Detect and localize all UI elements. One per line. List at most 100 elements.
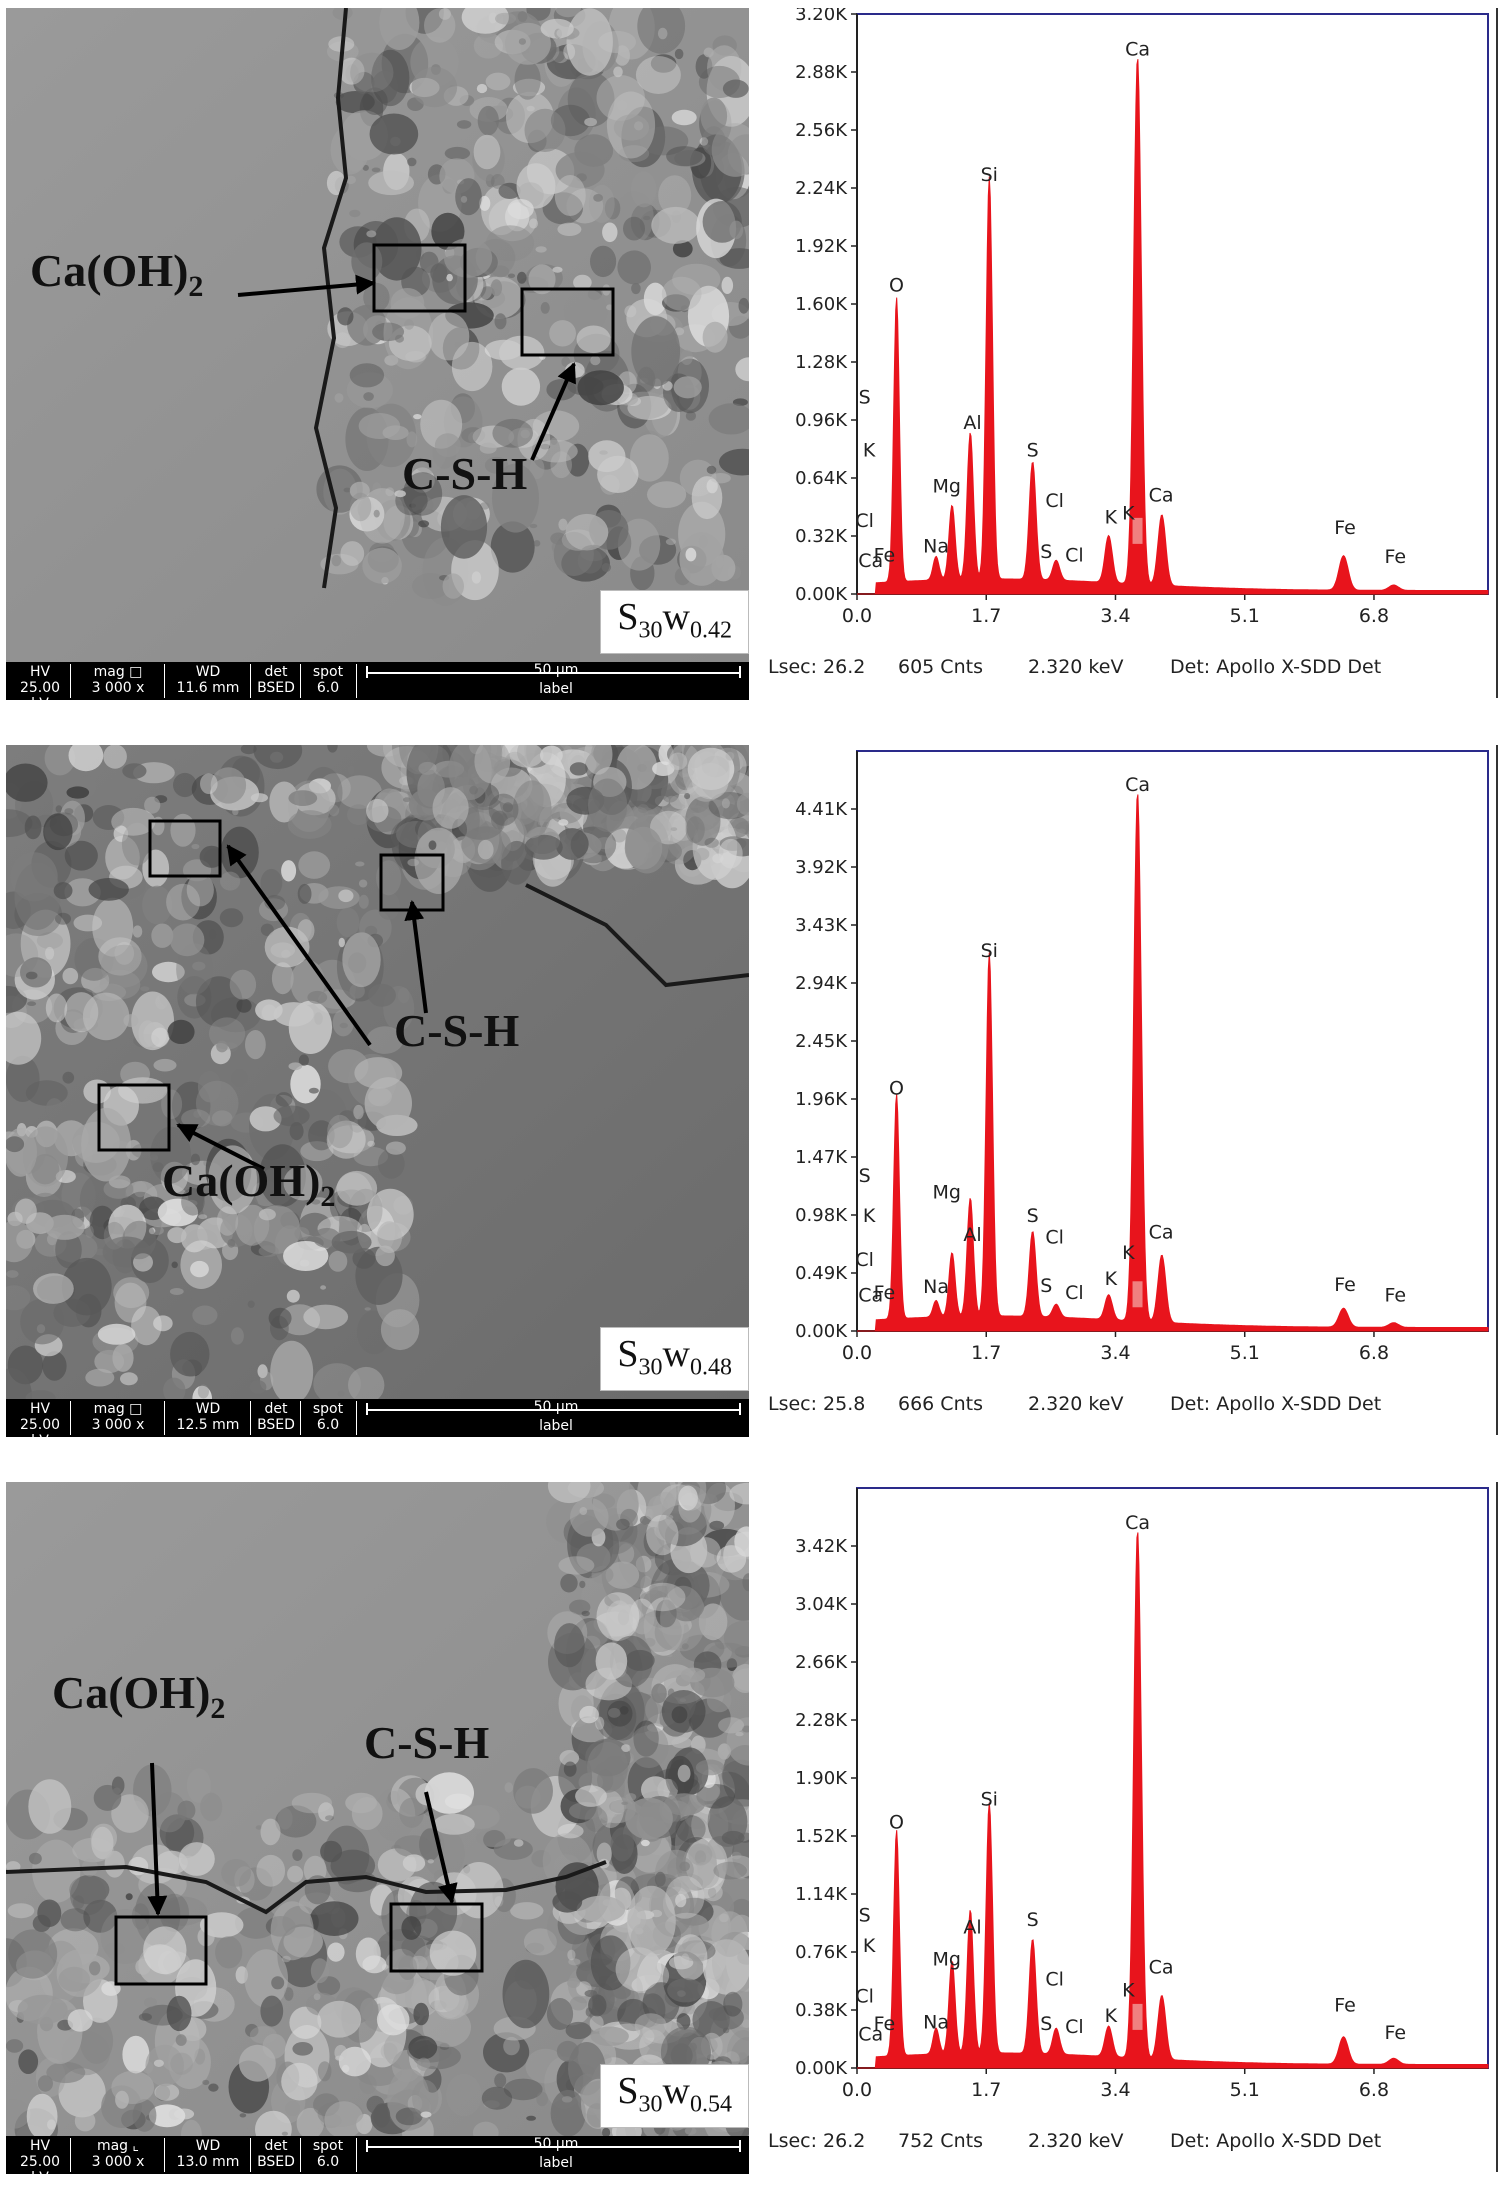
databar-separator — [356, 664, 357, 698]
databar-mag-label: mag □ — [93, 664, 143, 680]
databar-wd: WD 12.5 mm — [168, 1401, 248, 1433]
footer-kev: 2.320 keV — [1028, 656, 1124, 678]
peak-label: S — [859, 1165, 871, 1187]
region-box — [97, 1083, 171, 1152]
y-tick-label: 2.88K — [795, 62, 848, 83]
y-tick-label: 0.00K — [795, 584, 848, 605]
peak-point — [1108, 2036, 1110, 2038]
peak-label: K — [1105, 506, 1118, 528]
x-tick-label: 1.7 — [971, 1342, 1001, 1364]
eds-spectrum: 0.00K 0.38K 0.76K 1.14K 1.52K 1.90K 2.28K 2.66K… — [762, 1482, 1500, 2174]
databar-wd: WD 13.0 mm — [168, 2138, 248, 2170]
scale-bar — [366, 1409, 741, 1411]
databar-separator — [164, 664, 165, 698]
peak-label: K — [863, 1935, 876, 1957]
peak-label: Fe — [1334, 517, 1356, 539]
peak-point — [1055, 1317, 1057, 1319]
phase-annotation: Ca(OH)2 — [162, 1154, 335, 1214]
databar-wd-value: 13.0 mm — [176, 2154, 240, 2170]
databar-spot: spot 6.0 — [302, 1401, 354, 1433]
peak-point — [951, 1974, 953, 1976]
phase-annotation: Ca(OH)2 — [30, 244, 203, 304]
sem-databar: HV 25.00 kV mag ⌞ 3 000 x WD 13.0 mm det BSED sp… — [6, 2136, 749, 2186]
footer-cnts: 605 Cnts — [898, 656, 983, 678]
y-tick-label: 0.38K — [795, 2000, 848, 2021]
arrow — [147, 1762, 168, 1916]
region-box — [114, 1915, 208, 1986]
footer-det: Det: Apollo X-SDD Det — [1170, 1393, 1382, 1415]
arrow — [404, 900, 428, 1014]
peak-label: Si — [981, 1788, 998, 1810]
peak-point — [935, 1313, 937, 1315]
databar-separator — [164, 2138, 165, 2172]
peak-label: Ca — [1125, 39, 1150, 61]
y-tick-label: 0.98K — [795, 1205, 848, 1226]
databar-hv-label: HV — [29, 1401, 51, 1417]
footer-lsec: Lsec: 25.8 — [768, 1393, 866, 1415]
peak-point — [1108, 546, 1110, 548]
y-tick-label: 1.92K — [795, 236, 848, 257]
x-tick-label: 3.4 — [1100, 605, 1130, 627]
footer-kev: 2.320 keV — [1028, 1393, 1124, 1415]
phase-name: Ca(OH) — [162, 1155, 321, 1206]
peak-label: K — [863, 1205, 876, 1227]
peak-label: Cl — [1065, 1282, 1084, 1304]
scale-bar-tick — [739, 2140, 741, 2152]
peak-point — [1137, 801, 1139, 803]
peak-label: Fe — [1384, 546, 1406, 568]
y-tick-label: 0.96K — [795, 410, 848, 431]
eds-spectrum: 0.00K 0.49K 0.98K 1.47K 1.96K 2.45K 2.94K 3.43K… — [762, 745, 1500, 1437]
scale-sublabel: label — [506, 681, 606, 697]
y-tick-label: 1.28K — [795, 352, 848, 373]
databar-separator — [250, 664, 251, 698]
y-tick-label: 2.56K — [795, 120, 848, 141]
peak-label: Ca — [1149, 1956, 1174, 1978]
peak-label: Al — [963, 412, 981, 434]
peak-label: Mg — [932, 1181, 960, 1203]
crack-line — [313, 8, 349, 589]
scale-bar-tick — [739, 1403, 741, 1415]
footer-lsec: Lsec: 26.2 — [768, 2130, 866, 2152]
phase-subscript: 2 — [320, 1180, 336, 1214]
databar-hv-value: 25.00 kV — [19, 2154, 61, 2186]
sample-label: S30w0.48 — [600, 1327, 749, 1391]
peak-point — [951, 519, 953, 521]
scale-bar — [366, 672, 741, 674]
scale-sub: label — [539, 681, 573, 697]
eds-chart: 0.00K 0.49K 0.98K 1.47K 1.96K 2.45K 2.94K 3.43K… — [795, 750, 1489, 1364]
x-tick-label: 1.7 — [971, 2079, 1001, 2101]
databar-separator — [70, 2138, 71, 2172]
peak-point — [1161, 1263, 1163, 1265]
databar-det: det BSED — [252, 2138, 300, 2170]
peak-label: K — [863, 439, 876, 461]
footer-det: Det: Apollo X-SDD Det — [1170, 2130, 1382, 2152]
peak-point — [896, 308, 898, 310]
label-base: S — [617, 596, 639, 639]
peak-label: Si — [981, 940, 998, 962]
footer-cnts: 666 Cnts — [898, 1393, 983, 1415]
databar-wd-label: WD — [195, 2138, 221, 2154]
sample-label: S30w0.42 — [600, 590, 749, 654]
y-tick-label: 0.76K — [795, 1942, 848, 1963]
databar-mag: mag □ 3 000 x — [72, 1401, 164, 1433]
x-tick-label: 0.0 — [842, 605, 872, 627]
peak-label: S — [859, 1904, 871, 1926]
peak-label: O — [889, 274, 904, 296]
arrow — [424, 1791, 458, 1904]
x-tick-label: 5.1 — [1230, 1342, 1260, 1364]
y-tick-label: 1.52K — [795, 1826, 848, 1847]
peak-label: Fe — [874, 544, 896, 566]
plot-frame — [856, 750, 1489, 1332]
peak-point — [1055, 2041, 1057, 2043]
peak-point — [969, 446, 971, 448]
databar-det: det BSED — [252, 1401, 300, 1433]
sem-databar: HV 25.00 kV mag □ 3 000 x WD 11.6 mm det BSED sp… — [6, 662, 749, 712]
databar-mag-value: 3 000 x — [91, 1417, 145, 1433]
databar-spot-value: 6.0 — [316, 2154, 340, 2170]
y-tick-label: 1.47K — [795, 1147, 848, 1168]
panel-row-1: Ca(OH)2 C-S-H S30w0.42 HV 25.00 kV mag □ 3 000… — [0, 8, 1500, 712]
peak-label: Ca — [1149, 1222, 1174, 1244]
peak-point — [1137, 1539, 1139, 1541]
databar-mag-value: 3 000 x — [91, 680, 145, 696]
databar-wd-label: WD — [195, 1401, 221, 1417]
